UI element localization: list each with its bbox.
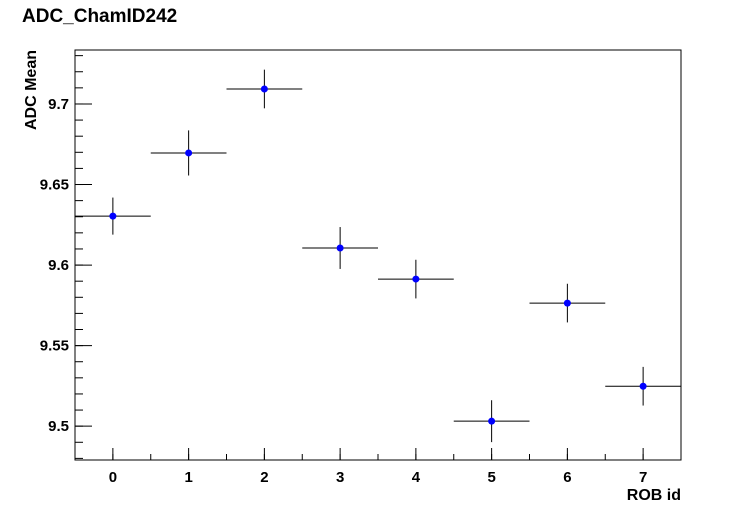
y-tick-label: 9.55	[40, 338, 69, 355]
x-tick-label: 2	[260, 469, 268, 486]
y-tick-label: 9.65	[40, 177, 69, 194]
y-tick-label: 9.7	[48, 96, 69, 113]
x-tick-label: 0	[109, 469, 117, 486]
y-tick-label: 9.6	[48, 257, 69, 274]
data-point	[185, 149, 193, 157]
x-tick-label: 5	[487, 469, 495, 486]
x-tick-label: 1	[184, 469, 192, 486]
x-tick-label: 6	[563, 469, 571, 486]
x-tick-label: 7	[639, 469, 647, 486]
data-point	[639, 382, 647, 390]
data-point	[412, 275, 420, 283]
chart-title: ADC_ChamID242	[22, 6, 177, 27]
x-tick-label: 4	[412, 469, 421, 486]
data-point	[336, 244, 344, 252]
x-tick-label: 3	[336, 469, 344, 486]
y-axis-label: ADC Mean	[23, 50, 40, 130]
data-point	[260, 85, 268, 93]
y-tick-label: 9.5	[48, 418, 69, 435]
x-axis-label: ROB id	[627, 487, 681, 504]
data-point	[488, 417, 496, 425]
data-point	[109, 212, 117, 220]
data-point	[563, 299, 571, 307]
